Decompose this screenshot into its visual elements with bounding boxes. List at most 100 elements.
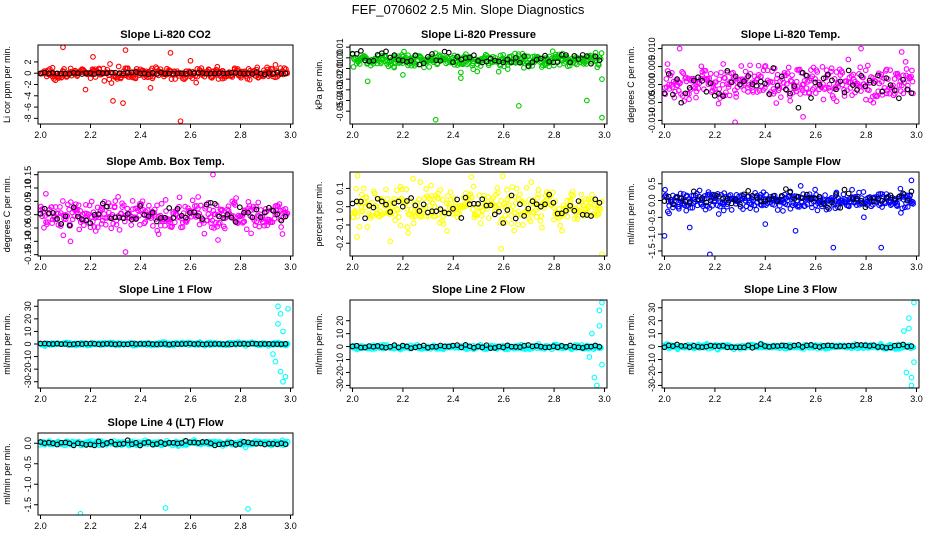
data-point bbox=[556, 206, 562, 212]
reference-point bbox=[220, 215, 227, 221]
outlier-point bbox=[906, 315, 912, 321]
y-axis-label: ml/min per min. bbox=[626, 183, 636, 245]
data-point bbox=[94, 224, 101, 231]
y-tick-label: -10 bbox=[647, 353, 657, 366]
outlier-point bbox=[60, 45, 66, 51]
data-point bbox=[745, 88, 751, 95]
reference-point bbox=[703, 88, 710, 95]
y-tick-label: 0 bbox=[335, 344, 345, 349]
reference-point bbox=[437, 57, 444, 64]
data-point bbox=[597, 206, 603, 213]
data-point bbox=[214, 223, 221, 230]
data-point bbox=[393, 187, 400, 194]
data-point bbox=[108, 80, 115, 86]
data-point bbox=[195, 205, 201, 212]
reference-point bbox=[766, 196, 772, 203]
outlier-point bbox=[911, 300, 917, 306]
reference-point bbox=[854, 195, 860, 202]
x-tick-label: 2.4 bbox=[447, 394, 460, 404]
reference-point bbox=[99, 200, 106, 207]
data-point bbox=[671, 94, 678, 101]
reference-point bbox=[753, 82, 760, 89]
y-axis-label: ml/min per min. bbox=[2, 443, 12, 505]
data-point bbox=[363, 195, 369, 202]
y-tick-label: 0.05 bbox=[23, 193, 33, 211]
y-tick-label: 0.5 bbox=[647, 178, 657, 191]
x-tick-label: 2.8 bbox=[860, 394, 873, 404]
data-point bbox=[421, 64, 427, 71]
reference-point bbox=[374, 195, 381, 202]
data-point bbox=[392, 217, 399, 224]
data-point bbox=[777, 94, 784, 100]
data-point bbox=[113, 217, 120, 224]
data-point bbox=[668, 70, 675, 76]
data-point bbox=[800, 191, 807, 198]
data-point bbox=[887, 67, 894, 73]
reference-point bbox=[408, 57, 414, 64]
data-point bbox=[413, 61, 420, 67]
outlier-point bbox=[275, 303, 281, 310]
y-tick-label: -20 bbox=[23, 363, 33, 376]
y-tick-label: 0.0 bbox=[23, 437, 33, 450]
data-point bbox=[262, 205, 269, 212]
reference-point bbox=[695, 74, 701, 81]
outlier-point bbox=[686, 224, 693, 231]
reference-point bbox=[571, 207, 578, 214]
page-title: FEF_070602 2.5 Min. Slope Diagnostics bbox=[351, 2, 585, 17]
data-point bbox=[897, 185, 904, 192]
y-tick-label: -0.15 bbox=[23, 244, 33, 265]
data-point bbox=[462, 203, 468, 210]
data-point bbox=[589, 191, 595, 198]
data-point bbox=[581, 212, 587, 219]
data-point bbox=[440, 221, 447, 227]
reference-point bbox=[236, 204, 243, 211]
outlier-point bbox=[911, 359, 917, 365]
data-point bbox=[826, 206, 832, 212]
y-tick-label: -0.1 bbox=[335, 217, 345, 233]
data-point bbox=[597, 205, 603, 211]
reference-point bbox=[699, 195, 706, 201]
y-tick-label: -0.5 bbox=[23, 456, 33, 472]
data-point bbox=[585, 196, 592, 203]
data-point bbox=[883, 66, 890, 73]
outlier-point bbox=[589, 330, 595, 337]
data-point bbox=[722, 89, 729, 96]
reference-point bbox=[383, 201, 389, 208]
data-point bbox=[520, 222, 526, 228]
reference-point bbox=[362, 215, 368, 222]
data-point bbox=[150, 223, 156, 229]
data-point bbox=[155, 231, 162, 237]
data-point bbox=[557, 222, 564, 229]
outlier-point bbox=[901, 328, 907, 334]
chart-title: Slope Amb. Box Temp. bbox=[106, 156, 225, 168]
data-point bbox=[220, 68, 226, 74]
reference-point bbox=[75, 213, 81, 220]
x-tick-label: 2.8 bbox=[234, 394, 247, 404]
x-tick-label: 2.4 bbox=[134, 262, 147, 272]
data-point bbox=[866, 87, 872, 94]
data-point bbox=[556, 51, 562, 58]
outlier-point bbox=[792, 227, 799, 234]
outlier-point bbox=[122, 249, 129, 255]
data-point bbox=[59, 198, 66, 204]
data-point bbox=[564, 213, 571, 220]
data-point bbox=[680, 70, 687, 77]
reference-point bbox=[824, 204, 831, 211]
data-point bbox=[679, 69, 685, 75]
y-tick-label: -0.2 bbox=[335, 235, 345, 251]
data-point bbox=[439, 196, 446, 203]
data-point bbox=[528, 179, 535, 186]
reference-point bbox=[483, 58, 490, 65]
reference-point bbox=[391, 342, 398, 348]
reference-point bbox=[665, 70, 672, 77]
reference-point bbox=[908, 188, 915, 195]
data-point bbox=[456, 203, 463, 209]
reference-point bbox=[854, 87, 860, 93]
data-point bbox=[181, 76, 188, 82]
y-tick-label: -10 bbox=[23, 350, 33, 363]
y-tick-label: -0.010 bbox=[647, 108, 657, 134]
data-point bbox=[163, 208, 169, 214]
data-point bbox=[903, 72, 909, 79]
x-tick-label: 2.6 bbox=[184, 521, 197, 531]
